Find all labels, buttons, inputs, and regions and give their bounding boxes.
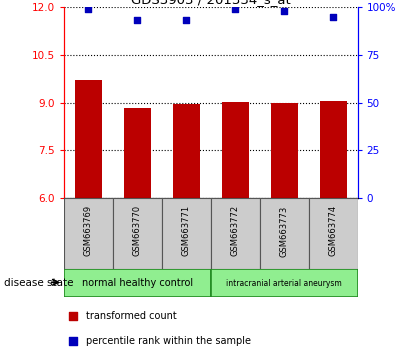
Text: transformed count: transformed count (86, 311, 176, 321)
Text: GSM663772: GSM663772 (231, 205, 240, 256)
Point (183, 18, 189, 23)
Point (232, 6, 238, 12)
Bar (124, 108, 151, 198)
Point (69, 313, 76, 319)
Bar (211, 269, 358, 297)
Point (330, 14, 336, 19)
Bar (64, 198, 113, 269)
Bar (211, 198, 260, 269)
Text: GSM663769: GSM663769 (84, 205, 93, 256)
Bar (173, 104, 200, 198)
Bar (222, 102, 249, 198)
Bar (320, 101, 346, 198)
Text: GSM663773: GSM663773 (279, 205, 289, 257)
Point (134, 18, 141, 23)
Bar (113, 198, 162, 269)
Text: percentile rank within the sample: percentile rank within the sample (86, 336, 251, 346)
Point (69, 338, 76, 343)
Bar (162, 198, 211, 269)
Text: disease state: disease state (4, 278, 74, 288)
Text: GSM663771: GSM663771 (182, 205, 191, 256)
Point (85, 6, 92, 12)
Text: intracranial arterial aneurysm: intracranial arterial aneurysm (226, 279, 342, 288)
Bar (260, 198, 309, 269)
Text: normal healthy control: normal healthy control (82, 278, 193, 288)
Point (281, 8, 287, 14)
Bar (64, 269, 210, 297)
Bar (270, 103, 298, 198)
Title: GDS3903 / 201334_s_at: GDS3903 / 201334_s_at (131, 0, 291, 6)
Text: GSM663774: GSM663774 (328, 205, 337, 256)
Text: GSM663770: GSM663770 (133, 205, 142, 256)
Bar (309, 198, 358, 269)
Bar (75, 80, 102, 198)
